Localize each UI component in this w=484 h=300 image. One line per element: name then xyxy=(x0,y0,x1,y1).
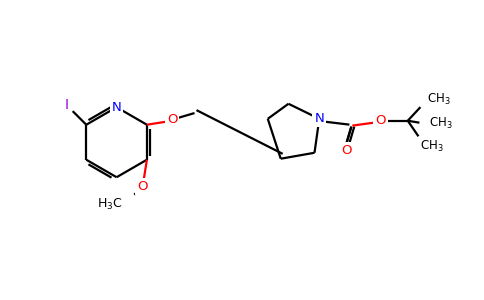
Text: H$_3$C: H$_3$C xyxy=(97,197,122,212)
Text: CH$_3$: CH$_3$ xyxy=(427,92,451,107)
Text: CH$_3$: CH$_3$ xyxy=(421,139,444,154)
Text: O: O xyxy=(375,114,386,127)
Text: N: N xyxy=(315,112,324,125)
Text: O: O xyxy=(137,180,147,194)
Text: CH$_3$: CH$_3$ xyxy=(429,116,453,131)
Text: O: O xyxy=(341,144,352,158)
Text: I: I xyxy=(65,98,69,112)
Text: N: N xyxy=(112,101,121,114)
Text: O: O xyxy=(167,113,178,126)
